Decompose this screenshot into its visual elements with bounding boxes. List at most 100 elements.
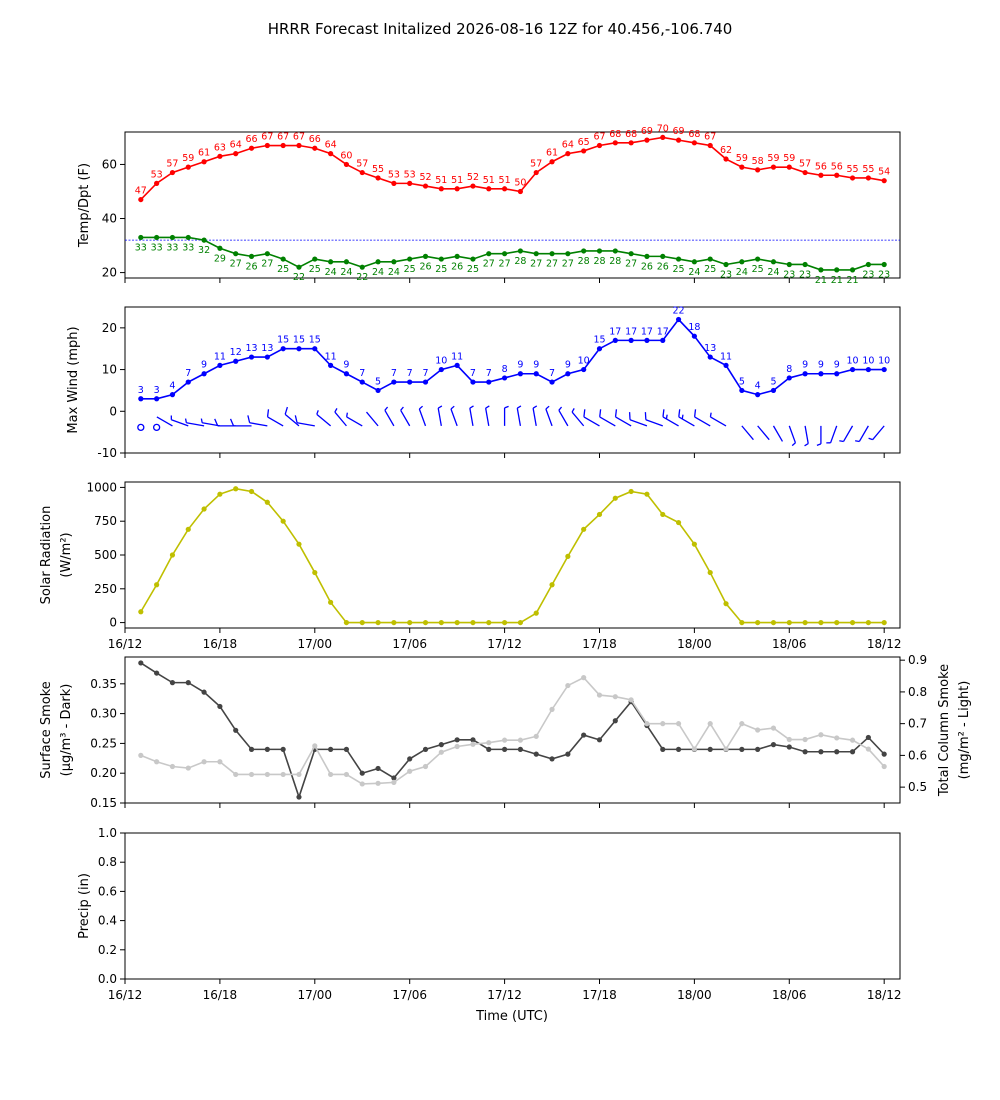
data-label: 10 [578, 356, 590, 367]
data-label: 65 [578, 137, 590, 148]
wind-barb [184, 418, 205, 427]
barb-staff [842, 425, 854, 442]
data-label: 56 [831, 161, 843, 172]
barb-flag [599, 409, 602, 417]
data-label: 67 [593, 132, 605, 143]
data-label: 67 [277, 132, 289, 143]
data-point [422, 763, 429, 770]
data-point [881, 763, 887, 770]
data-point [407, 180, 413, 186]
data-point [486, 251, 492, 257]
data-point [675, 721, 682, 727]
barb-half [469, 405, 474, 409]
wind-barb [816, 425, 822, 446]
data-point [217, 703, 223, 710]
data-point [375, 780, 381, 786]
y-axis-unit: (μg/m³ - Dark) [59, 684, 74, 777]
data-point [675, 519, 682, 526]
data-point [770, 259, 777, 265]
series-line-1 [140, 662, 885, 800]
data-label: 57 [530, 159, 542, 170]
data-point [391, 775, 397, 781]
wind-barb [503, 405, 509, 426]
data-point [407, 619, 413, 626]
data-label: 13 [704, 343, 716, 354]
barb-half [316, 410, 319, 415]
data-label: 27 [530, 259, 542, 270]
wind-barb [678, 409, 695, 427]
data-point [802, 749, 808, 755]
wind-barb [284, 406, 300, 427]
data-point [549, 379, 555, 385]
data-label: 24 [388, 267, 400, 278]
data-point [454, 743, 460, 750]
series-line-2 [140, 236, 885, 271]
data-point [533, 251, 539, 257]
barb-staff [558, 409, 569, 427]
data-point [660, 337, 666, 343]
data-point [755, 167, 761, 173]
data-label: 33 [135, 242, 147, 253]
data-point [581, 526, 587, 532]
data-point [501, 619, 508, 626]
wind-barb [558, 406, 569, 427]
data-point [359, 770, 365, 776]
data-point [675, 316, 682, 323]
data-label: 26 [245, 261, 257, 272]
barb-half [816, 443, 822, 446]
data-point [517, 746, 524, 752]
data-label: 25 [309, 264, 321, 275]
barb-flag [644, 412, 647, 420]
data-point [438, 619, 444, 626]
data-point [280, 746, 286, 752]
data-point [454, 737, 460, 743]
data-label: 27 [546, 259, 558, 270]
barb-half [450, 405, 455, 410]
data-point [391, 619, 397, 626]
barb-flag [294, 415, 298, 423]
data-point [501, 737, 508, 743]
data-point [422, 619, 429, 626]
y-tick-label: 10 [102, 363, 117, 377]
data-point [628, 488, 634, 495]
data-label: 51 [451, 175, 463, 186]
barb-flag [214, 418, 219, 427]
data-point [565, 553, 571, 559]
barb-half [485, 405, 490, 409]
data-label: 67 [293, 132, 305, 143]
data-point [533, 169, 539, 176]
data-label: 11 [720, 351, 732, 362]
barb-staff [662, 416, 679, 427]
wind-barb [469, 405, 474, 426]
data-point [343, 619, 350, 626]
data-point [375, 765, 381, 772]
data-label: 9 [343, 360, 349, 371]
x-tick-label: 16/12 [108, 988, 143, 1002]
data-point [691, 140, 697, 146]
barb-staff [757, 425, 770, 441]
y-axis-label: Temp/Dpt (F) [77, 163, 92, 248]
data-label: 63 [214, 142, 226, 153]
data-point [280, 518, 286, 524]
barb-flag [678, 409, 681, 417]
data-label: 25 [673, 264, 685, 275]
data-point [644, 253, 650, 259]
axes-frame [124, 656, 901, 804]
data-point [486, 740, 492, 746]
data-point [407, 768, 413, 774]
wind-barb [804, 425, 809, 447]
y-tick-label: -10 [97, 446, 117, 460]
data-point [296, 346, 302, 352]
data-label: 55 [862, 164, 874, 175]
data-point [343, 259, 350, 265]
data-point [834, 172, 840, 178]
data-point [280, 256, 286, 262]
x-tick-label: 16/12 [108, 637, 143, 651]
data-point [264, 142, 270, 149]
data-point [201, 689, 207, 695]
data-point [533, 371, 539, 377]
x-tick-label: 18/00 [677, 988, 712, 1002]
data-point [169, 392, 176, 398]
data-label: 25 [404, 264, 416, 275]
